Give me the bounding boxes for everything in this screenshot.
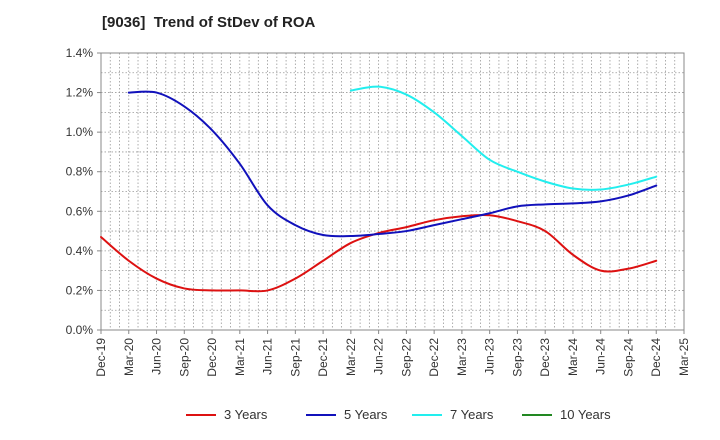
x-tick-label: Mar-24 <box>566 338 580 376</box>
y-tick-label: 0.0% <box>66 323 94 337</box>
x-tick-label: Dec-20 <box>205 338 219 377</box>
series-layer <box>100 85 658 293</box>
x-tick-label: Jun-22 <box>372 338 386 375</box>
y-tick-label: 0.6% <box>66 204 94 218</box>
y-tick-label: 1.0% <box>66 125 94 139</box>
y-tick-label: 0.8% <box>66 165 94 179</box>
x-tick-label: Dec-24 <box>649 338 663 377</box>
x-tick-label: Sep-23 <box>510 338 524 377</box>
x-tick-label: Jun-24 <box>594 338 608 375</box>
x-tick-label: Jun-23 <box>483 338 497 375</box>
x-tick-label: Jun-20 <box>150 338 164 375</box>
y-tick-label: 0.4% <box>66 244 94 258</box>
x-tick-label: Mar-20 <box>122 338 136 376</box>
series-line-5-years <box>127 90 658 238</box>
x-tick-label: Sep-20 <box>177 338 191 377</box>
legend-label-10-years: 10 Years <box>560 407 611 422</box>
x-tick-label: Sep-21 <box>288 338 302 377</box>
plot-area: 0.0% 0.2% 0.4% 0.6% 0.8% 1.0% 1.2% 1.4% Dec-19 Ma… <box>66 46 691 377</box>
chart-title: [9036] Trend of StDev of ROA <box>102 14 316 31</box>
axis-layer: 0.0% 0.2% 0.4% 0.6% 0.8% 1.0% 1.2% 1.4% Dec-19 Ma… <box>66 46 691 377</box>
series-line-7-years <box>349 85 658 191</box>
x-tick-label: Dec-21 <box>316 338 330 377</box>
grid-layer <box>101 53 684 330</box>
x-tick-label: Dec-23 <box>538 338 552 377</box>
y-tick-label: 0.2% <box>66 283 94 297</box>
x-tick-label: Sep-24 <box>621 338 635 377</box>
x-tick-label: Dec-19 <box>94 338 108 377</box>
legend-label-3-years: 3 Years <box>224 407 268 422</box>
x-tick-label: Mar-22 <box>344 338 358 376</box>
x-tick-label: Mar-23 <box>455 338 469 376</box>
y-tick-label: 1.2% <box>66 86 94 100</box>
legend-label-7-years: 7 Years <box>450 407 494 422</box>
x-tick-label: Dec-22 <box>427 338 441 377</box>
x-tick-label: Mar-21 <box>233 338 247 376</box>
x-tick-label: Mar-25 <box>677 338 691 376</box>
y-tick-label: 1.4% <box>66 46 94 60</box>
plot-frame <box>100 52 685 331</box>
x-tick-label: Sep-22 <box>399 338 413 377</box>
x-tick-label: Jun-21 <box>261 338 275 375</box>
legend: 3 Years 5 Years 7 Years 10 Years <box>186 407 611 422</box>
legend-label-5-years: 5 Years <box>344 407 388 422</box>
